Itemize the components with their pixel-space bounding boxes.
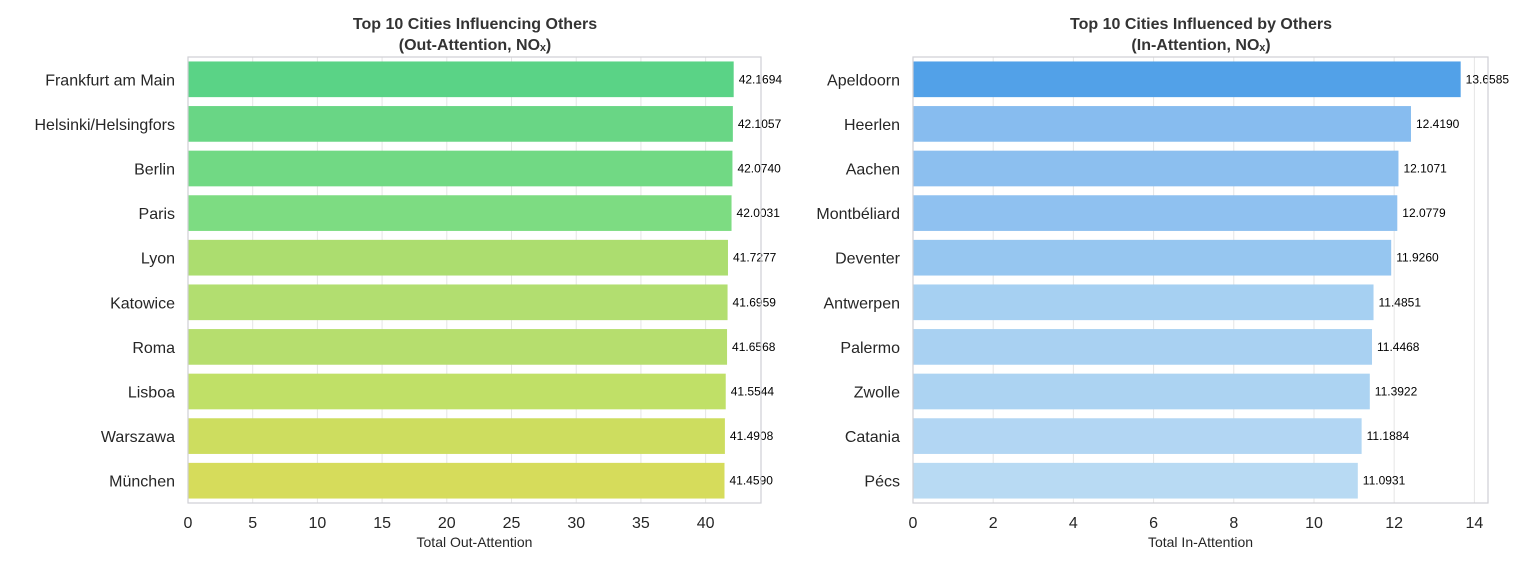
category-label: Catania — [845, 429, 900, 446]
plot-frame — [187, 56, 762, 504]
category-label: Deventer — [835, 251, 901, 268]
category-label: Paris — [139, 206, 175, 223]
value-label: 42.1057 — [738, 117, 782, 131]
value-label: 12.0779 — [1402, 206, 1446, 220]
x-tick-label: 8 — [1229, 515, 1238, 532]
x-tick-label: 0 — [909, 515, 918, 532]
category-label: Roma — [132, 340, 175, 357]
x-tick-label: 10 — [309, 515, 327, 532]
value-label: 11.4468 — [1377, 340, 1420, 354]
bar-0 — [913, 61, 1461, 98]
chart-out-attention: Frankfurt am Main 42.1694Helsinki/Helsing… — [35, 16, 783, 550]
category-label: Apeldoorn — [827, 72, 900, 89]
value-label: 11.3922 — [1375, 385, 1418, 399]
x-tick-label: 0 — [184, 515, 193, 532]
category-label: Katowice — [110, 295, 175, 312]
x-tick-label: 14 — [1465, 515, 1483, 532]
category-label: München — [109, 474, 175, 491]
x-tick-label: 35 — [632, 515, 650, 532]
value-label: 12.4190 — [1416, 117, 1460, 131]
category-label: Palermo — [840, 340, 900, 357]
bar-2 — [188, 150, 733, 187]
chart-title-line: (Out-Attention, NOₓ) — [399, 37, 551, 54]
bar-1 — [188, 106, 733, 142]
bar-7 — [188, 373, 726, 410]
x-tick-label: 6 — [1149, 515, 1158, 532]
category-label: Pécs — [864, 474, 900, 491]
x-tick-label: 12 — [1385, 515, 1403, 532]
value-label: 11.0931 — [1363, 474, 1406, 488]
value-label: 11.1884 — [1367, 429, 1410, 443]
category-label: Montbéliard — [816, 206, 900, 223]
value-label: 42.0031 — [737, 206, 781, 220]
value-label: 11.4851 — [1379, 295, 1422, 309]
x-tick-label: 5 — [248, 515, 257, 532]
bar-6 — [913, 329, 1372, 365]
x-tick-label: 10 — [1305, 515, 1323, 532]
bar-5 — [913, 284, 1374, 321]
value-label: 12.1071 — [1403, 162, 1447, 176]
value-label: 41.6568 — [732, 340, 776, 354]
x-tick-label: 30 — [567, 515, 585, 532]
value-label: 41.5544 — [731, 385, 775, 399]
bar-3 — [188, 195, 732, 231]
bar-7 — [913, 373, 1370, 410]
chart-title-line: Top 10 Cities Influenced by Others — [1070, 16, 1332, 33]
chart-title-line: Top 10 Cities Influencing Others — [353, 16, 597, 33]
bar-4 — [188, 239, 728, 276]
bar-3 — [913, 195, 1398, 231]
value-label: 41.4908 — [730, 429, 774, 443]
category-label: Berlin — [134, 162, 175, 179]
x-axis-label: Total Out-Attention — [417, 534, 533, 550]
plot-frame — [912, 56, 1489, 504]
category-label: Antwerpen — [824, 295, 901, 312]
x-tick-label: 20 — [438, 515, 456, 532]
x-tick-label: 4 — [1069, 515, 1078, 532]
bar-8 — [188, 418, 725, 454]
value-label: 42.0740 — [737, 162, 781, 176]
bar-9 — [188, 462, 725, 499]
value-label: 11.9260 — [1396, 251, 1439, 265]
bar-1 — [913, 106, 1411, 142]
bar-6 — [188, 329, 728, 365]
category-label: Zwolle — [854, 385, 900, 402]
chart-title-line: (In-Attention, NOₓ) — [1131, 37, 1270, 54]
category-label: Helsinki/Helsingfors — [35, 117, 176, 134]
bar-5 — [188, 284, 728, 321]
x-tick-label: 25 — [503, 515, 521, 532]
value-label: 41.7277 — [733, 251, 777, 265]
bar-2 — [913, 150, 1399, 187]
bar-9 — [913, 462, 1358, 499]
category-label: Lyon — [141, 251, 175, 268]
x-axis-label: Total In-Attention — [1148, 534, 1253, 550]
value-label: 41.6959 — [733, 295, 777, 309]
category-label: Heerlen — [844, 117, 900, 134]
category-label: Warszawa — [101, 429, 175, 446]
x-tick-label: 15 — [373, 515, 391, 532]
category-label: Aachen — [846, 162, 900, 179]
bar-8 — [913, 418, 1362, 454]
bar-4 — [913, 239, 1392, 276]
value-label: 41.4590 — [729, 474, 773, 488]
category-label: Lisboa — [128, 385, 175, 402]
category-label: Frankfurt am Main — [45, 72, 175, 89]
x-tick-label: 40 — [697, 515, 715, 532]
bar-0 — [188, 61, 734, 98]
x-tick-label: 2 — [989, 515, 998, 532]
